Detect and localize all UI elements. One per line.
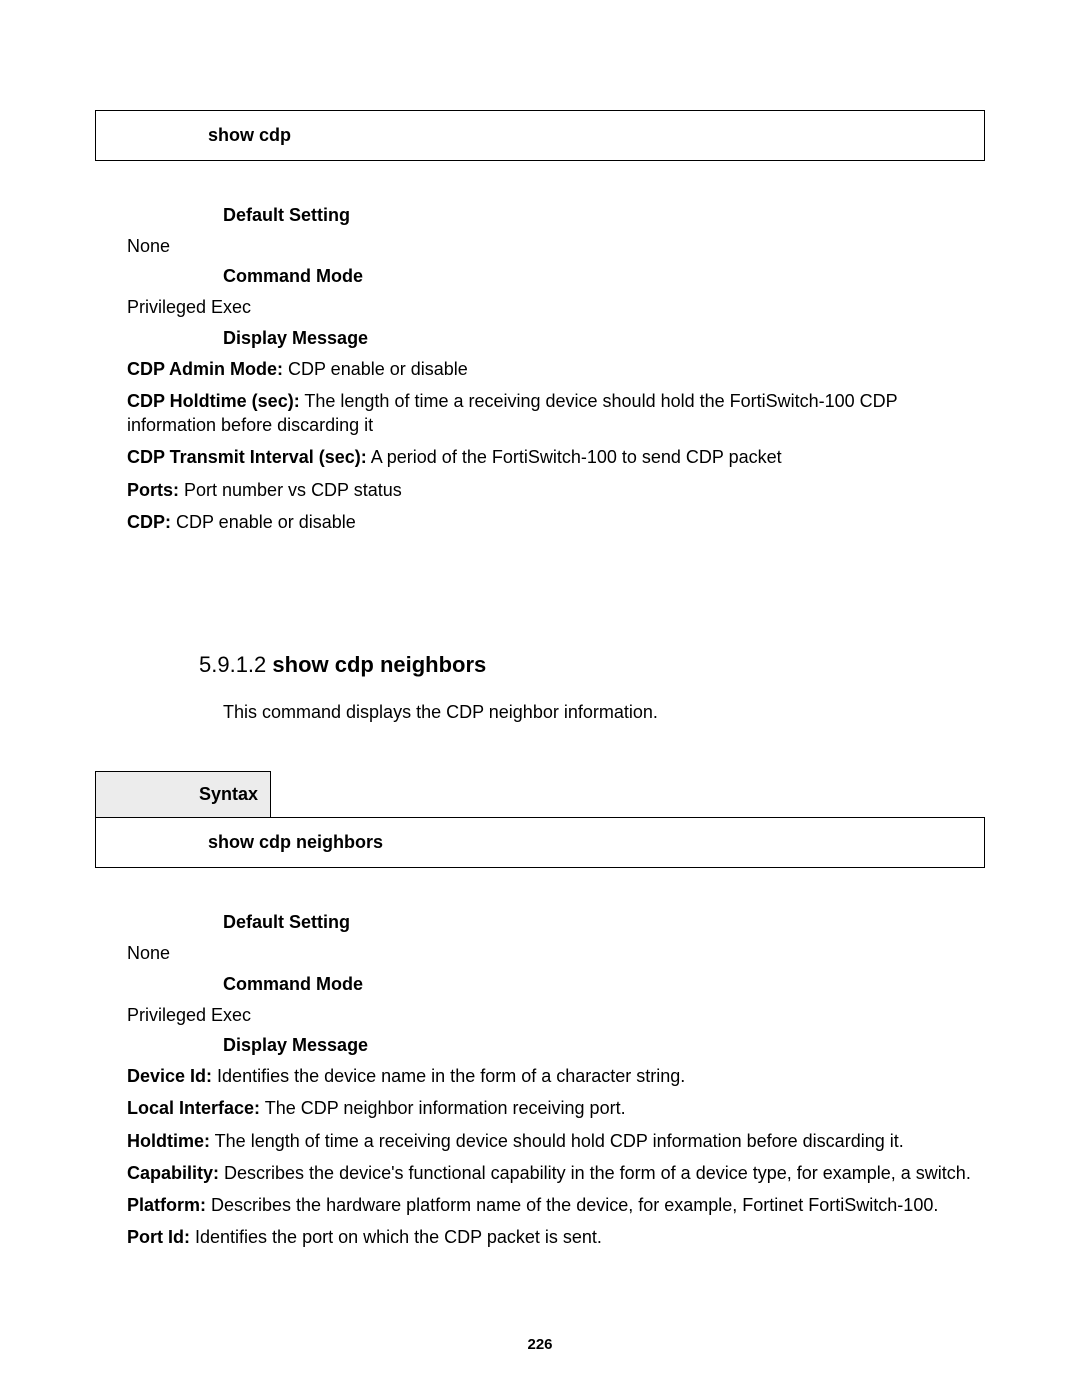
default-setting-value-2: None <box>127 941 985 965</box>
display-term: Capability: <box>127 1163 219 1183</box>
display-term: CDP: <box>127 512 171 532</box>
display-item: Ports: Port number vs CDP status <box>127 478 985 502</box>
section-description: This command displays the CDP neighbor i… <box>223 702 985 723</box>
display-item: Port Id: Identifies the port on which th… <box>127 1225 985 1249</box>
display-term: Port Id: <box>127 1227 190 1247</box>
display-term: Platform: <box>127 1195 206 1215</box>
display-term: Holdtime: <box>127 1131 210 1151</box>
display-desc: A period of the FortiSwitch-100 to send … <box>367 447 782 467</box>
section-title: 5.9.1.2 show cdp neighbors <box>199 652 985 678</box>
default-setting-heading-2: Default Setting <box>223 912 985 933</box>
display-item: CDP Admin Mode: CDP enable or disable <box>127 357 985 381</box>
page: show cdp Default Setting None Command Mo… <box>0 0 1080 1397</box>
display-item: Device Id: Identifies the device name in… <box>127 1064 985 1088</box>
command-mode-value-2: Privileged Exec <box>127 1003 985 1027</box>
display-term: CDP Admin Mode: <box>127 359 283 379</box>
command-box-1: show cdp <box>95 110 985 161</box>
command-mode-heading-1: Command Mode <box>223 266 985 287</box>
syntax-command: show cdp neighbors <box>95 817 985 868</box>
display-desc: Describes the device's functional capabi… <box>219 1163 971 1183</box>
display-item: Holdtime: The length of time a receiving… <box>127 1129 985 1153</box>
section-name: show cdp neighbors <box>272 652 486 677</box>
display-message-heading-2: Display Message <box>223 1035 985 1056</box>
display-desc: Identifies the device name in the form o… <box>212 1066 685 1086</box>
display-desc: CDP enable or disable <box>283 359 468 379</box>
page-number: 226 <box>0 1336 1080 1353</box>
display-desc: The CDP neighbor information receiving p… <box>260 1098 626 1118</box>
display-item: CDP Transmit Interval (sec): A period of… <box>127 445 985 469</box>
display-desc: CDP enable or disable <box>171 512 356 532</box>
display-desc: Port number vs CDP status <box>179 480 402 500</box>
command-mode-value-1: Privileged Exec <box>127 295 985 319</box>
display-item: CDP Holdtime (sec): The length of time a… <box>127 389 985 438</box>
display-item: Capability: Describes the device's funct… <box>127 1161 985 1185</box>
syntax-block: Syntax show cdp neighbors <box>95 771 985 868</box>
display-item: Local Interface: The CDP neighbor inform… <box>127 1096 985 1120</box>
display-item: CDP: CDP enable or disable <box>127 510 985 534</box>
display-message-heading-1: Display Message <box>223 328 985 349</box>
display-term: Local Interface: <box>127 1098 260 1118</box>
display-term: CDP Transmit Interval (sec): <box>127 447 367 467</box>
display-item: Platform: Describes the hardware platfor… <box>127 1193 985 1217</box>
default-setting-value-1: None <box>127 234 985 258</box>
display-term: Ports: <box>127 480 179 500</box>
display-desc: Describes the hardware platform name of … <box>206 1195 938 1215</box>
display-desc: The length of time a receiving device sh… <box>210 1131 904 1151</box>
default-setting-heading-1: Default Setting <box>223 205 985 226</box>
syntax-label: Syntax <box>95 771 271 817</box>
section-number: 5.9.1.2 <box>199 652 272 677</box>
display-term: Device Id: <box>127 1066 212 1086</box>
command-mode-heading-2: Command Mode <box>223 974 985 995</box>
display-term: CDP Holdtime (sec): <box>127 391 300 411</box>
display-desc: Identifies the port on which the CDP pac… <box>190 1227 602 1247</box>
